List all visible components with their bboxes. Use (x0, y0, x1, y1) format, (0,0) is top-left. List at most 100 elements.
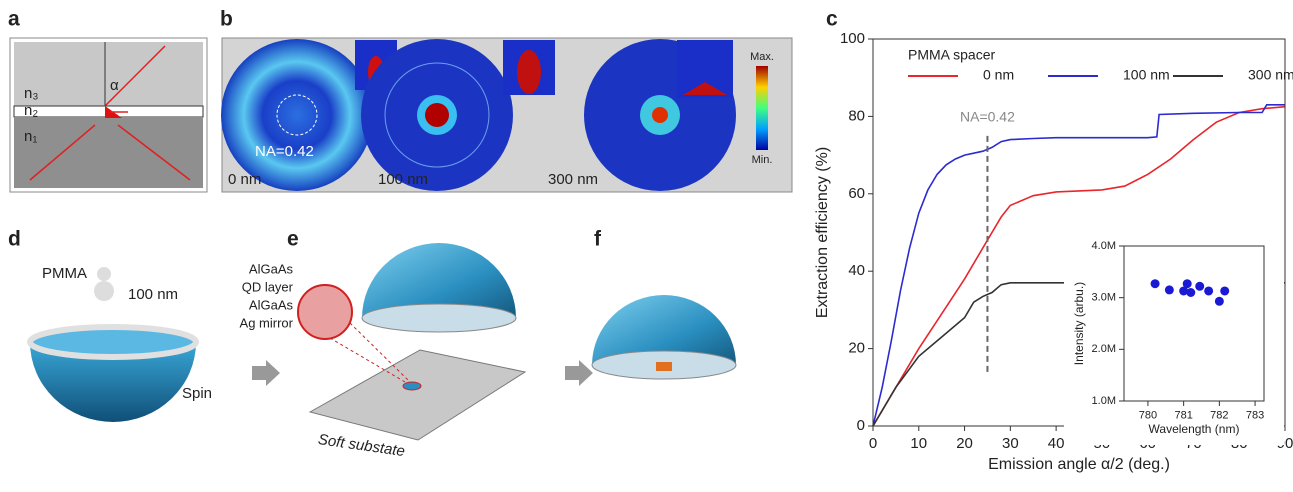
lens-base (361, 303, 517, 333)
layer-label: AlGaAs (249, 297, 294, 312)
zoom (297, 284, 353, 340)
data-point (1164, 285, 1174, 295)
x-tick-label: 783 (1246, 410, 1264, 422)
lens-top (27, 324, 199, 360)
x-tick-label: 30 (1002, 435, 1019, 452)
ray (104, 45, 166, 107)
y-tick-label: 100 (840, 30, 865, 47)
device (402, 381, 422, 391)
x-tick-label: 20 (956, 435, 973, 452)
substrate (308, 349, 527, 441)
lens (30, 342, 196, 422)
core (425, 103, 449, 127)
y-tick-label: 2.0M (1092, 343, 1116, 355)
arrow (252, 360, 280, 386)
panel-a: a n₃ n₂ n₁ α (8, 8, 208, 193)
index: n₃ (24, 85, 38, 102)
layer-label: Ag mirror (240, 315, 294, 330)
x-axis-label: Wavelength (nm) (1149, 422, 1240, 436)
panel-e: e AlGaAs QD layer AlGaAs Ag mirror Soft … (240, 228, 527, 460)
x-tick-label: 0 (869, 435, 877, 452)
colorbar-min: Min. (752, 154, 773, 166)
x-tick-label: 782 (1210, 410, 1228, 422)
legend-label: 0 nm (983, 67, 1014, 83)
na-circle (276, 94, 318, 136)
y-tick-label: 80 (848, 107, 865, 124)
thickness: 100 nm (128, 286, 178, 303)
field-map (221, 39, 373, 191)
colorbar-max: Max. (750, 51, 774, 63)
data-point (1186, 288, 1196, 297)
legend-title: PMMA spacer (908, 47, 995, 63)
y-axis-label: Extraction efficiency (%) (814, 147, 831, 318)
x-tick-label: 10 (910, 435, 927, 452)
substrate-label: Soft substate (317, 431, 406, 460)
y-tick-label: 40 (848, 262, 865, 279)
data-point (1182, 279, 1192, 289)
index: n₂ (24, 102, 38, 119)
panel-label: b (220, 8, 233, 31)
ray (29, 124, 96, 181)
panel-f: f (591, 228, 737, 380)
inset-map (683, 82, 727, 95)
action: Spin (182, 385, 212, 402)
data-point (1150, 279, 1160, 289)
layer-label: QD layer (242, 279, 294, 294)
panel-label: e (287, 228, 299, 251)
y-tick-label: 20 (848, 340, 865, 357)
y-tick-label: 4.0M (1092, 240, 1116, 252)
panel-label: d (8, 228, 21, 251)
panel-b: b NA=0.42 0 nm 100 nm 300 nm Max. Min. (220, 8, 793, 193)
x-tick-label: 40 (1048, 435, 1065, 452)
y-tick-label: 1.0M (1092, 395, 1116, 407)
ray (117, 124, 191, 181)
spacer-label: 100 nm (378, 171, 428, 188)
y-tick-label: 0 (857, 417, 865, 434)
legend-label: 100 nm (1123, 67, 1170, 83)
panel-label: a (8, 8, 20, 31)
data-point (1204, 286, 1214, 296)
data-line (872, 105, 1286, 427)
y-tick-label: 3.0M (1092, 292, 1116, 304)
inset-background (1064, 218, 1284, 445)
layer (14, 117, 203, 188)
droplet (94, 281, 114, 301)
plot-frame (1123, 245, 1265, 402)
data-line (872, 104, 1285, 427)
material: PMMA (42, 265, 87, 282)
spacer-label: 300 nm (548, 171, 598, 188)
data-point (1179, 286, 1189, 296)
x-axis-label: Emission angle α/2 (deg.) (988, 456, 1170, 473)
na-label: NA=0.42 (255, 143, 314, 160)
droplet (97, 267, 111, 281)
data-point (1220, 286, 1230, 296)
layer (14, 42, 203, 106)
angle: α (110, 77, 119, 94)
x-tick-label: 780 (1139, 410, 1157, 422)
spacer-label: 0 nm (228, 171, 261, 188)
layer-label: AlGaAs (249, 261, 294, 276)
y-axis-label: Intensity (arbu.) (1072, 282, 1086, 365)
zoom-line (349, 322, 411, 383)
panel-d: d PMMA 100 nm Spin (8, 228, 212, 422)
panel-label: c (826, 8, 838, 31)
device (656, 362, 672, 371)
ring (384, 62, 490, 168)
legend-label: 300 nm (1248, 67, 1293, 83)
data-line (872, 282, 1285, 427)
lens (362, 243, 516, 318)
y-tick-label: 60 (848, 185, 865, 202)
x-tick-label: 781 (1174, 410, 1192, 422)
colorbar (756, 66, 768, 150)
lens (592, 295, 736, 365)
core (652, 107, 668, 123)
panel-label: f (594, 228, 602, 251)
data-point (1214, 296, 1224, 306)
zoom-line (329, 337, 406, 383)
panel-c: NA=0.420102030405060708090020406080100Em… (814, 8, 1293, 474)
data-point (1195, 281, 1205, 291)
index: n₁ (24, 128, 37, 145)
inset-map (517, 50, 541, 94)
arrow (565, 360, 593, 386)
